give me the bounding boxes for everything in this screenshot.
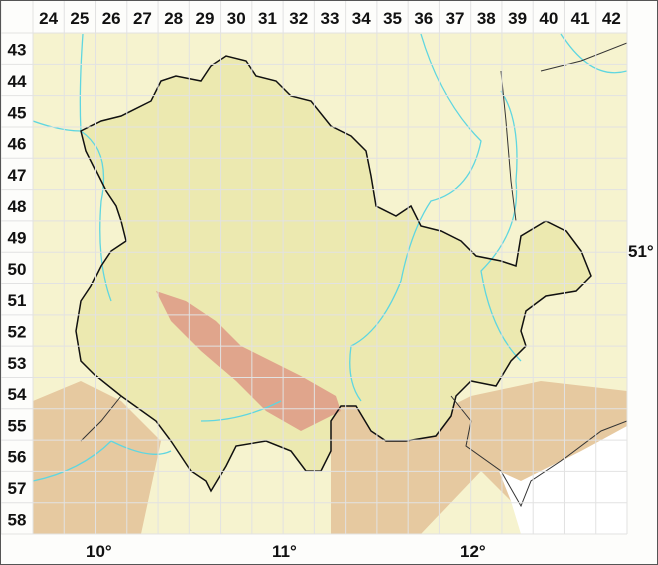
column-label: 32 xyxy=(289,9,308,28)
highland-area-west xyxy=(33,381,161,534)
column-label: 39 xyxy=(508,9,527,28)
column-label: 41 xyxy=(571,9,590,28)
river xyxy=(560,33,627,74)
row-label: 47 xyxy=(8,166,27,185)
column-label: 38 xyxy=(477,9,496,28)
row-label: 54 xyxy=(8,385,27,404)
column-label: 27 xyxy=(133,9,152,28)
row-label: 46 xyxy=(8,135,27,154)
neighbor-border xyxy=(80,42,627,508)
column-label: 28 xyxy=(164,9,183,28)
river xyxy=(480,90,522,362)
column-label: 29 xyxy=(195,9,214,28)
river xyxy=(200,400,282,422)
row-label: 56 xyxy=(8,448,27,467)
river xyxy=(33,440,172,482)
row-label: 43 xyxy=(8,41,27,60)
latitude-label-51: 51° xyxy=(628,242,654,261)
column-labels: 24 25 26 27 28 29 30 31 32 33 34 35 36 37 38 39 40 41 42 xyxy=(39,9,621,28)
row-label: 45 xyxy=(8,103,27,122)
row-label: 49 xyxy=(8,229,27,248)
column-label: 34 xyxy=(352,9,371,28)
column-label: 25 xyxy=(70,9,89,28)
column-label: 31 xyxy=(258,9,277,28)
river xyxy=(79,33,84,132)
thuringia-region xyxy=(76,56,591,491)
column-label: 30 xyxy=(227,9,246,28)
row-label: 58 xyxy=(8,510,27,529)
grid-lines xyxy=(1,1,628,535)
column-label: 42 xyxy=(602,9,621,28)
row-label: 55 xyxy=(8,416,27,435)
outside-data-area xyxy=(499,426,627,534)
state-border xyxy=(75,55,592,493)
column-label: 36 xyxy=(414,9,433,28)
row-labels: 43 44 45 46 47 48 49 50 51 52 53 54 55 56 57 58 xyxy=(8,41,27,530)
thuringian-forest-highland xyxy=(156,291,341,431)
row-label: 57 xyxy=(8,479,27,498)
row-label: 50 xyxy=(8,260,27,279)
column-label: 40 xyxy=(539,9,558,28)
column-label: 33 xyxy=(321,9,340,28)
longitude-label-10: 10° xyxy=(86,542,112,561)
row-label: 51 xyxy=(8,291,27,310)
row-label: 53 xyxy=(8,354,27,373)
column-label: 35 xyxy=(383,9,402,28)
column-label: 24 xyxy=(39,9,58,28)
longitude-label-11: 11° xyxy=(272,542,297,561)
row-label: 52 xyxy=(8,322,27,341)
longitude-label-12: 12° xyxy=(460,542,486,561)
row-label: 44 xyxy=(8,72,27,91)
column-label: 37 xyxy=(446,9,465,28)
row-label: 48 xyxy=(8,197,27,216)
column-label: 26 xyxy=(102,9,121,28)
